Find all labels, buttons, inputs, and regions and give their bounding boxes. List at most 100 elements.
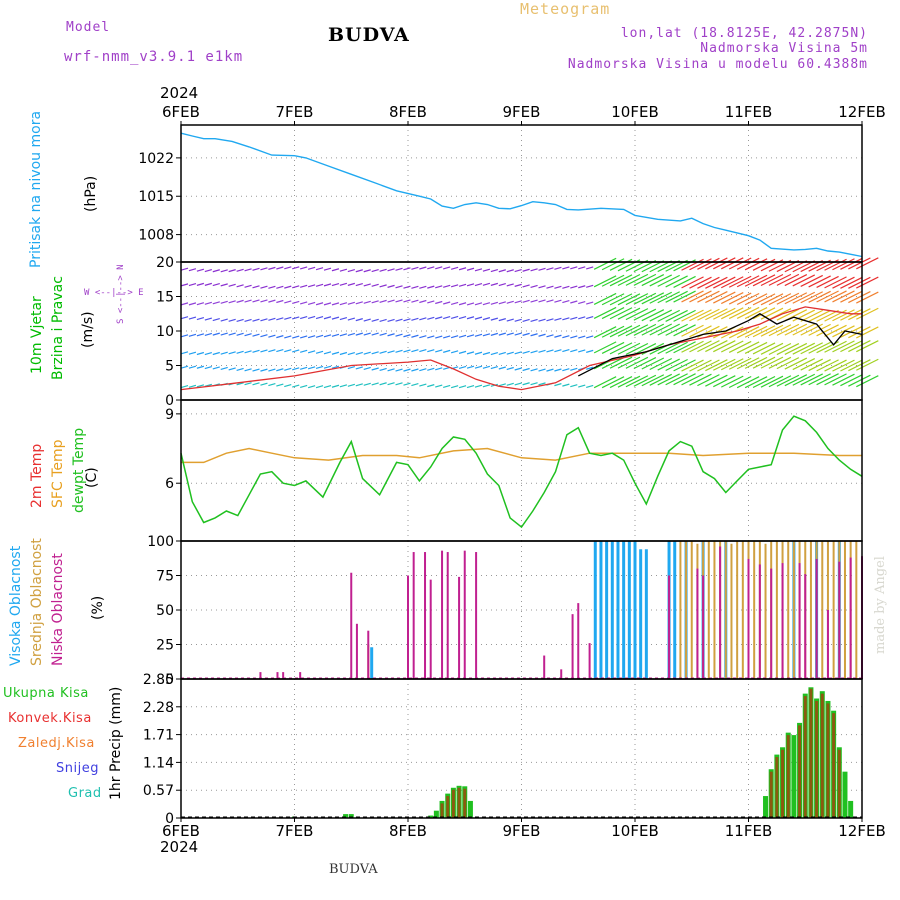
wind-barb: [665, 373, 688, 386]
cloud-low-bar: [282, 672, 285, 679]
wind-barb: [411, 349, 419, 353]
cloud-mid-bar: [707, 541, 710, 679]
wind-barb: [720, 257, 744, 270]
wind-barb: [490, 282, 499, 286]
wind-barb: [530, 284, 538, 288]
wind-barb: [371, 351, 379, 355]
wind-barb: [657, 373, 680, 386]
wind-barb: [705, 359, 728, 372]
wind-barb: [736, 275, 760, 288]
precip-legend-convective: Konvek.Kisa: [8, 711, 92, 726]
wind-barb: [435, 316, 443, 320]
wind-barb: [681, 373, 704, 386]
wind-barb: [482, 282, 491, 286]
wind-barb: [268, 317, 276, 321]
wind-barb: [593, 341, 617, 354]
wind-barb: [649, 291, 673, 304]
wind-barb: [284, 316, 292, 320]
wind-barb: [284, 349, 292, 353]
wind-barb: [649, 309, 673, 322]
wind-barb: [792, 309, 816, 322]
wind-barb: [490, 365, 499, 370]
wind-barb: [792, 342, 816, 355]
wind-barb: [649, 357, 673, 371]
wind-barb: [713, 375, 736, 388]
wind-barb: [689, 258, 712, 271]
wind-barb: [641, 357, 665, 370]
wind-barb: [824, 290, 847, 303]
cloud-mid-bar: [753, 541, 756, 679]
wind-barb: [292, 300, 300, 305]
wind-barb: [665, 341, 688, 354]
wind-barb: [188, 282, 197, 287]
wind-barb: [466, 365, 475, 369]
wind-barb: [848, 374, 871, 387]
wind-barb: [808, 341, 831, 354]
cloud-low-bar: [770, 568, 773, 679]
wind-barb: [665, 323, 688, 336]
wind-barb: [546, 267, 554, 271]
wind-barb: [641, 374, 665, 387]
cloud-mid-bar: [741, 541, 744, 679]
wind-barb: [403, 267, 411, 271]
wind-barb: [601, 376, 625, 389]
wind-barb: [363, 269, 371, 273]
wind-barb: [268, 334, 276, 338]
wind-barb: [458, 385, 467, 389]
wind-barb: [228, 300, 236, 304]
model-name: wrf-nmm_v3.9.1 e1km: [64, 49, 244, 65]
wind-barb: [570, 266, 578, 270]
wind-barb: [856, 291, 879, 304]
wind-barb: [244, 368, 252, 372]
wind-barb: [665, 290, 688, 303]
wind-barb: [292, 367, 300, 371]
wind-barb: [347, 317, 356, 321]
precip-convective-bar: [440, 803, 444, 818]
wind-barb: [824, 258, 847, 271]
wind-barb: [578, 300, 586, 305]
wind-barb: [228, 351, 236, 355]
wind-barb: [387, 368, 395, 372]
wind-barb: [244, 268, 252, 272]
wind-barb: [490, 317, 499, 321]
year-bottom: 2024: [160, 838, 199, 856]
wind-barb: [315, 385, 324, 389]
wind-barb: [578, 316, 586, 320]
wind-barb: [808, 275, 831, 288]
wind-barb: [586, 266, 594, 270]
precip-total-bar: [467, 800, 473, 818]
lonlat-label: lon,lat (18.8125E, 42.2875N): [620, 26, 868, 41]
cloud-mid-bar: [679, 541, 682, 679]
wind-barb: [252, 368, 260, 372]
cloud-low-bar: [446, 552, 449, 679]
wind-barb: [403, 299, 411, 303]
wind-barb: [657, 309, 680, 322]
wind-barb: [514, 382, 522, 386]
cloud-low-bar: [441, 550, 444, 679]
wind-barb: [347, 383, 356, 387]
wind-barb: [776, 273, 800, 286]
wind-barb: [570, 316, 578, 320]
wind-barb: [188, 268, 197, 272]
cloud-low-bar: [543, 655, 546, 679]
precip-total-bar: [842, 771, 848, 818]
cloud-low-bar: [560, 669, 563, 679]
wind-barb: [728, 257, 752, 270]
wind-barb: [601, 274, 625, 287]
wind-barb: [832, 359, 855, 372]
wind-barb: [609, 356, 633, 369]
cloud-high-bar: [622, 541, 626, 679]
wind-barb: [641, 342, 665, 356]
y-tick-label: 0: [165, 811, 174, 827]
cloud-mid-bar: [713, 541, 716, 679]
y-tick-label: 2.28: [143, 700, 174, 716]
wind-barb: [546, 334, 554, 338]
wind-barb: [562, 299, 570, 304]
wind-barb: [466, 384, 475, 389]
wind-barb: [188, 333, 197, 337]
precip-legend-freezing: Zaledj.Kisa: [18, 736, 95, 751]
wind-barb: [220, 300, 228, 304]
x-tick-label-bottom: 9FEB: [503, 822, 541, 840]
y-tick-label: 5: [165, 359, 174, 375]
wind-barb: [657, 358, 680, 371]
